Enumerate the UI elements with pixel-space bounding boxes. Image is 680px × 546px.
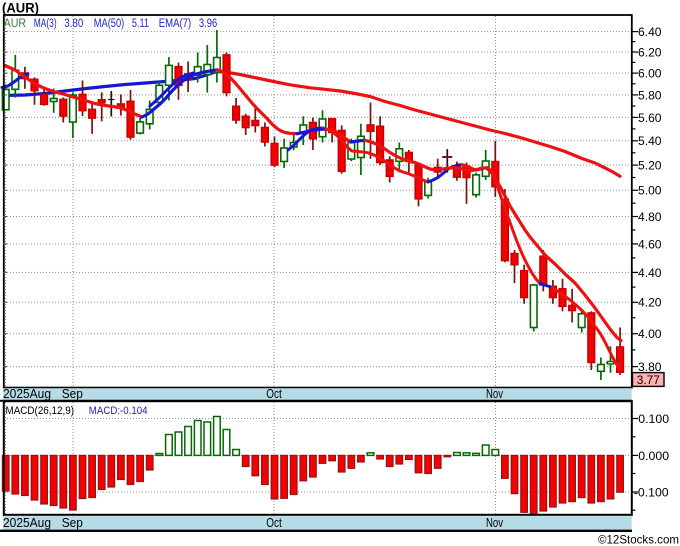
svg-text:5.20: 5.20 <box>638 159 662 173</box>
svg-text:3.77: 3.77 <box>637 373 660 387</box>
svg-text:EMA(7): EMA(7) <box>159 18 192 30</box>
svg-text:Nov: Nov <box>486 516 504 530</box>
svg-text:6.00: 6.00 <box>638 67 662 81</box>
svg-text:4.40: 4.40 <box>638 266 662 280</box>
svg-text:AUR: AUR <box>4 18 27 30</box>
svg-text:6.20: 6.20 <box>638 45 662 59</box>
svg-text:-0.100: -0.100 <box>634 485 669 499</box>
svg-text:5.11: 5.11 <box>132 18 149 30</box>
svg-text:Sep: Sep <box>62 387 83 401</box>
svg-text:MA(50): MA(50) <box>94 18 125 30</box>
svg-text:4.20: 4.20 <box>638 296 662 310</box>
svg-text:5.00: 5.00 <box>638 184 662 198</box>
svg-text:4.60: 4.60 <box>638 237 662 251</box>
svg-text:6.40: 6.40 <box>638 25 662 39</box>
svg-text:4.80: 4.80 <box>638 210 662 224</box>
svg-text:0.100: 0.100 <box>638 412 669 426</box>
svg-text:0.000: 0.000 <box>638 449 669 463</box>
svg-text:3.80: 3.80 <box>64 18 83 30</box>
svg-text:3.80: 3.80 <box>638 360 662 374</box>
svg-text:3.96: 3.96 <box>199 18 217 30</box>
svg-text:MACD(26,12,9): MACD(26,12,9) <box>6 405 75 417</box>
svg-text:MACD:-0.104: MACD:-0.104 <box>89 405 148 417</box>
svg-text:(AUR): (AUR) <box>2 1 39 16</box>
svg-text:5.80: 5.80 <box>638 88 662 102</box>
svg-text:5.60: 5.60 <box>638 111 662 125</box>
svg-text:©12Stocks.com: ©12Stocks.com <box>598 533 679 546</box>
svg-text:Sep: Sep <box>62 516 83 530</box>
svg-text:Oct: Oct <box>266 387 282 401</box>
svg-text:Nov: Nov <box>486 387 504 401</box>
svg-text:MA(3): MA(3) <box>34 18 57 30</box>
svg-text:2025Aug: 2025Aug <box>3 516 51 530</box>
svg-text:4.00: 4.00 <box>638 327 662 341</box>
svg-text:2025Aug: 2025Aug <box>3 387 51 401</box>
svg-text:5.40: 5.40 <box>638 134 662 148</box>
svg-text:Oct: Oct <box>266 516 282 530</box>
